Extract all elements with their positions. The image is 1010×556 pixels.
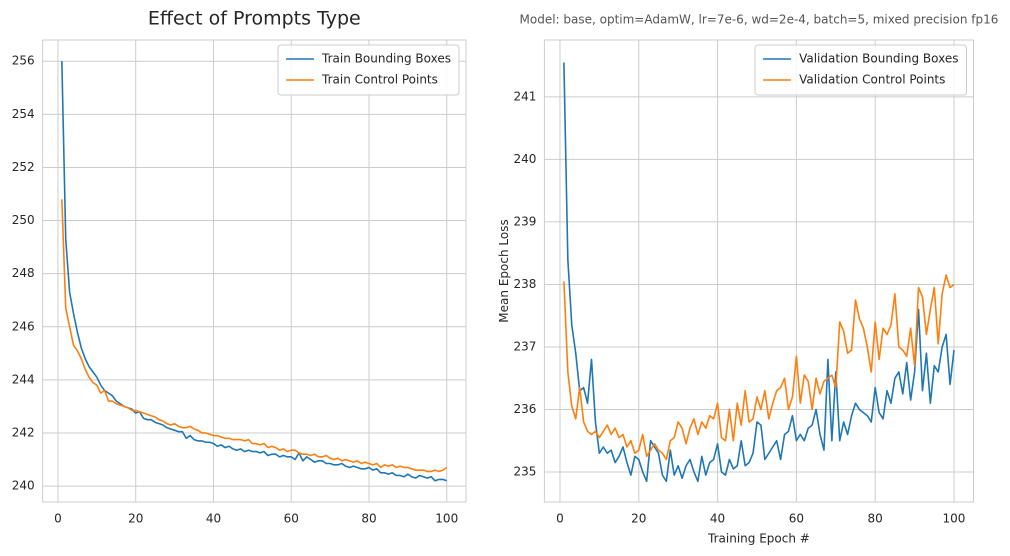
legend-label: Train Control Points <box>321 73 438 87</box>
legend: Validation Bounding Boxes Validation Cont… <box>754 44 967 96</box>
x-tick-label: 80 <box>361 512 376 526</box>
y-tick-label: 250 <box>12 213 35 227</box>
x-tick-label: 60 <box>789 512 804 526</box>
line-series <box>563 274 955 461</box>
y-tick-label: 241 <box>513 89 536 103</box>
x-tick-label: 100 <box>943 512 966 526</box>
legend-label: Validation Bounding Boxes <box>799 52 958 66</box>
legend-box <box>754 44 967 96</box>
y-tick-label: 237 <box>513 339 536 353</box>
x-tick-label: 20 <box>631 512 646 526</box>
y-tick-label: 252 <box>12 160 35 174</box>
x-tick-label: 80 <box>868 512 883 526</box>
x-tick-label: 0 <box>556 512 564 526</box>
plot-area <box>543 39 975 503</box>
x-tick-label: 20 <box>128 512 143 526</box>
chart-title: Effect of Prompts Type <box>148 8 361 30</box>
y-tick-label: 238 <box>513 277 536 291</box>
y-tick-label: 240 <box>12 479 35 493</box>
legend-box <box>277 44 460 96</box>
y-tick-label: 246 <box>12 319 35 333</box>
plot-area <box>42 39 467 503</box>
x-tick-label: 0 <box>54 512 62 526</box>
x-tick-label: 40 <box>710 512 725 526</box>
x-axis-label: Training Epoch # <box>707 532 810 546</box>
y-tick-label: 236 <box>513 402 536 416</box>
chart-title: Model: base, optim=AdamW, lr=7e-6, wd=2e… <box>520 13 999 27</box>
y-tick-label: 248 <box>12 266 35 280</box>
x-tick-label: 60 <box>284 512 299 526</box>
x-tick-label: 40 <box>206 512 221 526</box>
y-tick-label: 235 <box>513 464 536 478</box>
y-tick-label: 240 <box>513 152 536 166</box>
x-tick-label: 100 <box>435 512 458 526</box>
line-series <box>563 62 955 483</box>
y-axis-label: Mean Epoch Loss <box>497 219 511 322</box>
y-tick-label: 244 <box>12 372 35 386</box>
legend-label: Validation Control Points <box>799 73 945 87</box>
legend-label: Train Bounding Boxes <box>321 52 451 66</box>
y-tick-label: 256 <box>12 54 35 68</box>
legend: Train Bounding Boxes Train Control Points <box>277 44 460 96</box>
y-tick-label: 239 <box>513 214 536 228</box>
y-tick-label: 254 <box>12 107 35 121</box>
line-series <box>61 199 448 473</box>
y-tick-label: 242 <box>12 425 35 439</box>
